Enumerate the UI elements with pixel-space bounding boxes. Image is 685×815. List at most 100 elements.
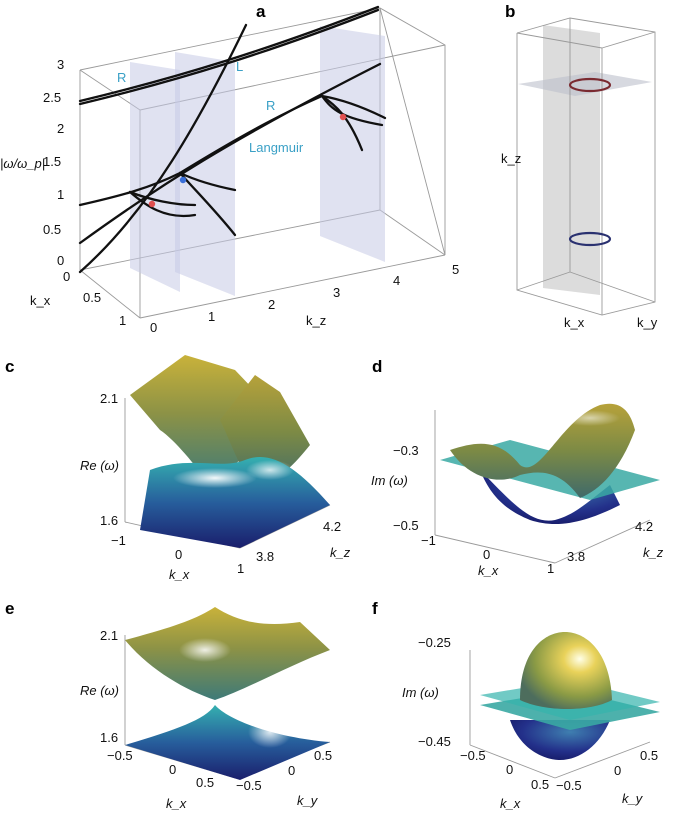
band-left-1 [128, 190, 197, 207]
svg-text:−0.45: −0.45 [418, 734, 451, 749]
panel-a-letter: a [256, 2, 266, 21]
c-kz-label: k_z [330, 545, 351, 560]
c-kx-label: k_x [169, 567, 190, 582]
svg-text:0: 0 [614, 763, 621, 778]
svg-text:0: 0 [483, 547, 490, 562]
surface-lower [125, 705, 330, 780]
svg-text:−0.5: −0.5 [460, 748, 486, 763]
surface-dome [520, 632, 612, 709]
svg-text:0: 0 [169, 762, 176, 777]
d-kx-label: k_x [478, 563, 499, 578]
band-right-3 [320, 94, 384, 127]
svg-text:0: 0 [150, 320, 157, 335]
panel-e: e 2.1 1.6 Re (ω) −0.5 0 0.5 k_x −0.5 0 0… [5, 599, 332, 811]
panel-e-letter: e [5, 599, 14, 618]
svg-text:−0.3: −0.3 [393, 443, 419, 458]
label-L: L [236, 59, 243, 74]
panel-a: a [0, 2, 459, 335]
svg-text:−1: −1 [111, 533, 126, 548]
svg-text:0.5: 0.5 [531, 777, 549, 792]
node-blue [179, 176, 187, 184]
node-red-left [148, 200, 156, 208]
svg-text:−0.5: −0.5 [556, 778, 582, 793]
a-kz-label: k_z [306, 313, 326, 328]
svg-text:5: 5 [452, 262, 459, 277]
band-mid-1 [178, 171, 237, 192]
svg-text:0: 0 [288, 763, 295, 778]
a-ytick-6: 0 [57, 253, 64, 268]
svg-text:2.1: 2.1 [100, 628, 118, 643]
a-ytick-5: 0.5 [43, 222, 61, 237]
svg-text:1: 1 [119, 313, 126, 328]
panel-b: b k_z k_x k_y [501, 2, 658, 330]
panel-a-slice-planes [130, 26, 385, 296]
svg-text:4: 4 [393, 273, 400, 288]
b-kz-label: k_z [501, 151, 521, 166]
e-z-label: Re (ω) [80, 683, 119, 698]
svg-text:1: 1 [237, 561, 244, 576]
slice-plane-1 [130, 62, 180, 292]
band-upper-2 [78, 5, 380, 103]
panel-f-letter: f [372, 599, 378, 618]
svg-text:1.6: 1.6 [100, 513, 118, 528]
svg-text:0.5: 0.5 [83, 290, 101, 305]
panel-c: c 2.1 1.6 Re (ω) −1 0 1 k_x 3.8 4.2 k_z [5, 355, 351, 582]
label-R-right: R [266, 98, 275, 113]
a-ytick-1: 2.5 [43, 90, 61, 105]
panel-a-kx-ticks: 0 0.5 1 [63, 269, 126, 328]
surface-olive [450, 403, 635, 498]
panel-b-letter: b [505, 2, 515, 21]
horizontal-plane [518, 72, 652, 96]
panel-d-letter: d [372, 357, 382, 376]
svg-text:4.2: 4.2 [323, 519, 341, 534]
svg-text:2: 2 [268, 297, 275, 312]
svg-text:1: 1 [208, 309, 215, 324]
a-ytick-0: 3 [57, 57, 64, 72]
vertical-plane [543, 25, 600, 295]
b-ky-label: k_y [637, 315, 658, 330]
svg-text:1.6: 1.6 [100, 730, 118, 745]
a-kx-label: k_x [30, 293, 51, 308]
band-left-2 [128, 190, 197, 218]
svg-text:4.2: 4.2 [635, 519, 653, 534]
node-red-right [339, 113, 347, 121]
ring-top [568, 77, 612, 93]
a-ytick-2: 2 [57, 121, 64, 136]
svg-text:0: 0 [506, 762, 513, 777]
label-langmuir: Langmuir [249, 140, 304, 155]
ring-bottom [568, 231, 612, 247]
a-ytick-4: 1 [57, 187, 64, 202]
svg-text:3.8: 3.8 [256, 549, 274, 564]
svg-text:3.8: 3.8 [567, 549, 585, 564]
f-kx-label: k_x [500, 796, 521, 811]
e-kx-label: k_x [166, 796, 187, 811]
svg-text:−0.5: −0.5 [236, 778, 262, 793]
svg-text:−1: −1 [421, 533, 436, 548]
svg-text:0: 0 [175, 547, 182, 562]
svg-text:0.5: 0.5 [640, 748, 658, 763]
d-z-label: Im (ω) [371, 473, 408, 488]
svg-text:3: 3 [333, 285, 340, 300]
a-ytick-3: 1.5 [43, 154, 61, 169]
f-z-label: Im (ω) [402, 685, 439, 700]
surface-bowl [510, 720, 610, 760]
svg-text:0: 0 [63, 269, 70, 284]
band-R-mid [78, 62, 382, 245]
d-kz-label: k_z [643, 545, 664, 560]
surface-lower [480, 470, 620, 525]
band-right-1 [320, 94, 387, 120]
highlight [173, 468, 257, 488]
a-y-axis-label: |ω/ω_p| [0, 156, 45, 171]
svg-text:−0.25: −0.25 [418, 635, 451, 650]
band-L [78, 23, 248, 274]
panel-d: d −0.3 −0.5 Im (ω) −1 0 1 k_x 3.8 4.2 k_… [371, 357, 664, 578]
svg-text:2.1: 2.1 [100, 391, 118, 406]
c-z-label: Re (ω) [80, 458, 119, 473]
slice-plane-3 [320, 26, 385, 262]
e-ky-label: k_y [297, 793, 319, 808]
svg-text:0.5: 0.5 [196, 775, 214, 790]
panel-a-y-ticks: 3 2.5 2 1.5 1 0.5 0 [43, 57, 64, 268]
svg-text:1: 1 [547, 561, 554, 576]
svg-text:0.5: 0.5 [314, 748, 332, 763]
